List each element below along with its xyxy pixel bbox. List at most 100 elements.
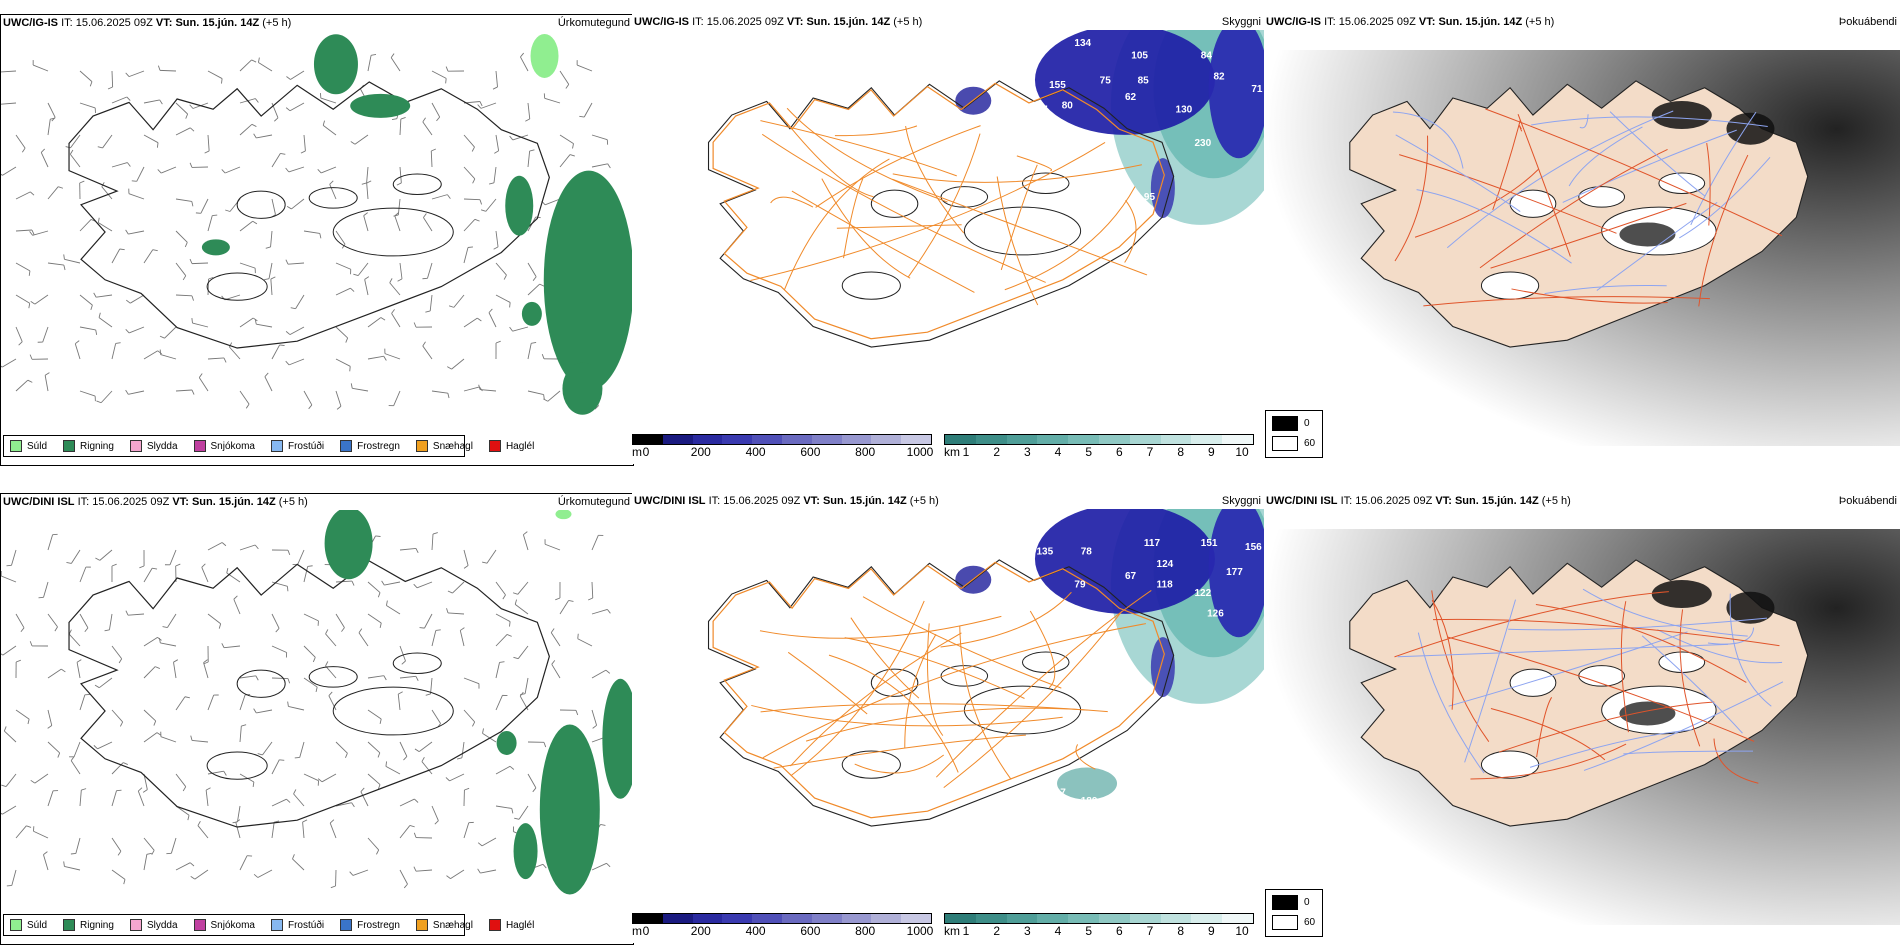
ceiling-value-label: 189 <box>1081 796 1098 807</box>
ceiling-colorbar: m 0 200 400 600 800 1000 <box>632 913 933 939</box>
colorbar-tick: 1 <box>962 924 970 938</box>
rain-area <box>513 823 538 880</box>
wind-barbs <box>1 52 611 410</box>
road-and-river-network <box>1394 588 1784 784</box>
vt-time: Sun. 15.jún. 14Z <box>1438 16 1523 28</box>
colorbar-tick: 10 <box>1235 445 1249 459</box>
low-cloud-ceiling <box>1034 30 1215 135</box>
vt-label: VT: <box>786 16 804 28</box>
legend-label: Súld <box>27 440 48 452</box>
panel-title: UWC/IG-IS IT: 15.06.2025 09Z VT: Sun. 15… <box>634 16 922 28</box>
glacier-outline <box>841 750 901 779</box>
fog-index-legend: 0 60 <box>1265 410 1323 458</box>
product-type: Skyggni <box>1221 16 1261 28</box>
legend-swatch <box>10 919 22 931</box>
glacier-outline <box>870 189 919 218</box>
ceiling-value-label: 71 <box>1251 84 1263 95</box>
vt-label: VT: <box>803 495 820 507</box>
lead-time: (+5 h) <box>893 16 923 28</box>
glacier-outline <box>206 272 268 301</box>
low-cloud-ceiling <box>1208 30 1264 159</box>
rain-area <box>496 730 517 755</box>
legend-label: Haglél <box>505 440 535 452</box>
precip-legend-item: Súld <box>10 440 47 452</box>
drizzle-area <box>555 510 572 520</box>
legend-swatch <box>193 440 206 452</box>
legend-label: Snæhagl <box>432 919 473 931</box>
ceiling-value-label: 156 <box>1245 542 1262 553</box>
legend-label: Slydda <box>146 440 178 452</box>
fog-legend-label: 0 <box>1304 897 1310 908</box>
map-panel: UWC/DINI ISL IT: 15.06.2025 09Z VT: Sun.… <box>0 493 634 945</box>
fog-legend-swatch <box>1272 915 1298 930</box>
colorbar-tick: 600 <box>800 445 821 459</box>
colorbar-tick: 2 <box>993 924 1000 938</box>
legend-swatch <box>10 440 22 452</box>
legend-swatch <box>488 919 501 931</box>
ceiling-value-label: 273 <box>1005 542 1022 553</box>
colorbar-tick: 800 <box>855 924 876 938</box>
colorbar-unit: m <box>632 445 642 459</box>
glacier-outline <box>236 190 286 219</box>
it-label: IT: <box>77 496 90 508</box>
fog-patch <box>1619 701 1676 726</box>
glacier-outline <box>206 751 268 780</box>
ceiling-value-label: 105 <box>1131 51 1148 62</box>
low-cloud-ceiling <box>1034 509 1215 614</box>
vt-label: VT: <box>1418 16 1436 28</box>
ceiling-value-label: 54 <box>992 126 1004 137</box>
colorbar-tick: 4 <box>1054 445 1062 459</box>
colorbar-tick: 3 <box>1023 924 1031 938</box>
colorbar-tick: 10 <box>1235 924 1249 938</box>
colorbar-tick: 8 <box>1177 445 1184 459</box>
ceiling-value-label: 151 <box>1201 538 1218 549</box>
colorbar-tick: 400 <box>745 924 766 938</box>
fog-legend-swatch <box>1272 436 1298 451</box>
legend-label: Frostúði <box>287 919 325 931</box>
it-label: IT: <box>692 16 704 28</box>
road-network <box>712 82 1165 340</box>
precip-legend-item: Haglél <box>488 440 535 452</box>
ceiling-value-label: 67 <box>1125 571 1137 582</box>
glacier-outline <box>392 173 442 196</box>
ceiling-value-label: 80 <box>1062 101 1074 112</box>
fog-legend-label: 60 <box>1304 917 1316 928</box>
rain-area <box>201 239 230 256</box>
ceiling-value-label: 79 <box>1074 580 1086 591</box>
panel-title: UWC/DINI ISL IT: 15.06.2025 09Z VT: Sun.… <box>3 496 308 508</box>
ceiling-value-label: 126 <box>1207 609 1224 620</box>
colorbar-tick: 9 <box>1207 445 1215 459</box>
colorbar-tick: 6 <box>1115 924 1123 938</box>
it-time: 15.06.2025 09Z <box>706 16 784 28</box>
glacier-outline <box>963 206 1082 256</box>
vt-time: Sun. 15.jún. 14Z <box>806 16 891 28</box>
map-canvas <box>1264 529 1900 925</box>
it-label: IT: <box>1340 495 1353 507</box>
product-type: Úrkomutegund <box>557 17 630 29</box>
colorbar-tick: 9 <box>1207 924 1215 938</box>
colorbar-tick: 200 <box>690 924 711 938</box>
rain-area <box>562 362 603 415</box>
legend-swatch <box>270 919 283 931</box>
ceiling-value-label: 62 <box>1125 92 1137 103</box>
rain-area <box>313 34 358 95</box>
map-panel: 134 105 84 82 71 155 75 85 62 130 77 80 230 27 73 95 29 5… <box>632 14 1264 464</box>
panel-title: UWC/IG-IS IT: 15.06.2025 09Z VT: Sun. 15… <box>3 17 291 29</box>
rain-area <box>539 724 600 895</box>
product-type: Skyggni <box>1221 495 1261 507</box>
it-label: IT: <box>708 495 721 507</box>
precip-legend-item: Frostúði <box>270 440 324 452</box>
glacier <box>1509 189 1557 218</box>
legend-swatch <box>270 440 283 452</box>
precip-legend-item: Snæhagl <box>415 919 473 931</box>
ceiling-value-label: 155 <box>1049 80 1066 91</box>
lead-time: (+5 h) <box>909 495 939 507</box>
precip-legend-item: Frostregn <box>340 919 400 931</box>
rain-area <box>350 93 411 118</box>
glacier-outline <box>940 186 989 208</box>
visibility-colorbar: km 1 2 3 4 5 6 7 8 9 10 <box>944 913 1254 939</box>
ceiling-value-label: 75 <box>1100 76 1112 87</box>
vt-time: Sun. 15.jún. 14Z <box>1454 495 1539 507</box>
lead-time: (+5 h) <box>278 496 308 508</box>
